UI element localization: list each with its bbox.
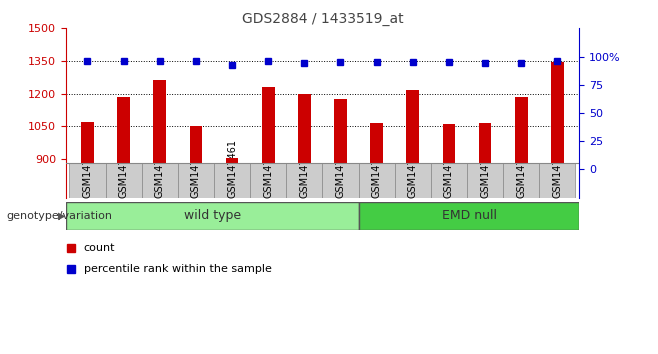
Bar: [334, 99, 347, 164]
Bar: [359, 202, 579, 230]
Text: GSM147459: GSM147459: [155, 139, 164, 198]
Bar: [467, 164, 503, 198]
Text: GSM147466: GSM147466: [372, 139, 382, 198]
Text: GSM147460: GSM147460: [191, 139, 201, 198]
Text: GSM147467: GSM147467: [408, 139, 418, 198]
Bar: [298, 94, 311, 164]
Bar: [443, 124, 455, 164]
Text: count: count: [84, 243, 115, 253]
Bar: [540, 164, 576, 198]
Bar: [214, 164, 250, 198]
Bar: [250, 164, 286, 198]
Text: GSM147452: GSM147452: [118, 138, 128, 198]
Text: genotype/variation: genotype/variation: [7, 211, 113, 221]
Bar: [105, 164, 141, 198]
Bar: [431, 164, 467, 198]
Bar: [479, 123, 492, 164]
Bar: [190, 126, 202, 164]
Text: GSM147469: GSM147469: [480, 139, 490, 198]
Title: GDS2884 / 1433519_at: GDS2884 / 1433519_at: [241, 12, 403, 26]
Bar: [322, 164, 359, 198]
Bar: [69, 164, 105, 198]
Bar: [286, 164, 322, 198]
Text: EMD null: EMD null: [442, 210, 497, 222]
Text: percentile rank within the sample: percentile rank within the sample: [84, 264, 272, 274]
Text: GSM147468: GSM147468: [444, 139, 454, 198]
Bar: [226, 158, 238, 164]
Bar: [551, 62, 564, 164]
Bar: [141, 164, 178, 198]
Text: wild type: wild type: [184, 210, 241, 222]
Bar: [81, 122, 94, 164]
Text: ▶: ▶: [58, 211, 65, 221]
Text: GSM147461: GSM147461: [227, 139, 237, 198]
Text: GSM147462: GSM147462: [263, 139, 273, 198]
Bar: [515, 97, 528, 164]
Text: GSM147481: GSM147481: [517, 139, 526, 198]
Bar: [503, 164, 540, 198]
Bar: [66, 202, 359, 230]
Bar: [359, 164, 395, 198]
Bar: [395, 164, 431, 198]
Bar: [407, 90, 419, 164]
Bar: [178, 164, 214, 198]
Bar: [117, 97, 130, 164]
Text: GSM147465: GSM147465: [336, 139, 345, 198]
Text: GSM147493: GSM147493: [552, 139, 563, 198]
Bar: [153, 80, 166, 164]
Bar: [262, 87, 274, 164]
Bar: [370, 123, 383, 164]
Text: GSM147463: GSM147463: [299, 139, 309, 198]
Text: GSM147451: GSM147451: [82, 139, 93, 198]
